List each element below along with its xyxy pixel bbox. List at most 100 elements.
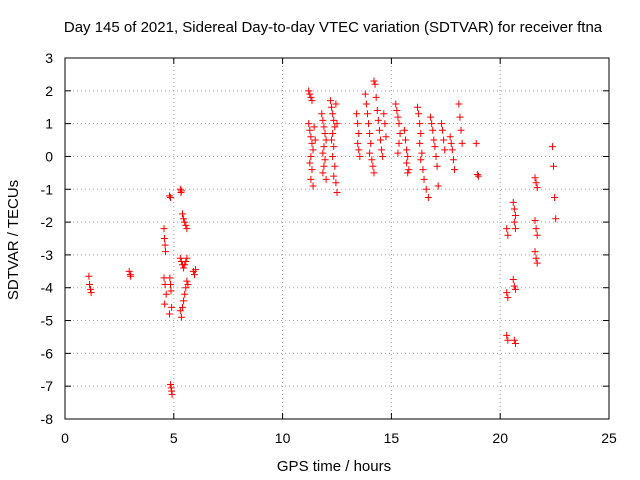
data-point: [375, 126, 383, 134]
data-point: [504, 336, 512, 344]
data-point: [355, 129, 363, 137]
data-point: [416, 120, 424, 128]
data-point: [372, 93, 380, 101]
data-point: [307, 133, 315, 141]
data-point: [331, 162, 339, 170]
data-point: [472, 139, 480, 147]
data-point: [427, 113, 435, 121]
data-point: [184, 280, 192, 288]
data-point: [328, 136, 336, 144]
data-point: [330, 143, 338, 151]
data-point: [160, 235, 168, 242]
data-point: [370, 169, 378, 177]
data-point: [403, 146, 411, 154]
data-point: [458, 139, 466, 147]
data-point: [307, 152, 315, 160]
data-point: [379, 152, 387, 160]
data-point: [400, 126, 408, 134]
data-point: [417, 129, 425, 137]
data-point: [417, 156, 425, 164]
y-tick-label: 3: [45, 50, 53, 66]
data-point: [531, 174, 539, 182]
data-point: [160, 274, 168, 282]
data-point: [308, 139, 316, 147]
data-point: [422, 185, 430, 193]
data-point: [509, 198, 517, 206]
data-point: [503, 289, 511, 297]
data-point: [183, 254, 191, 262]
data-point: [125, 267, 133, 275]
x-tick-label: 5: [170, 430, 178, 446]
data-point: [533, 259, 541, 267]
data-point: [355, 146, 363, 154]
data-point: [161, 300, 169, 308]
data-point: [319, 149, 327, 157]
data-point: [552, 215, 560, 223]
data-point: [319, 169, 327, 177]
data-point: [165, 192, 173, 200]
data-point: [511, 340, 519, 348]
data-point: [333, 189, 341, 197]
data-point: [177, 313, 185, 321]
data-point: [366, 149, 374, 157]
data-point: [365, 120, 373, 128]
data-point: [441, 146, 449, 154]
data-point: [306, 126, 314, 134]
x-tick-label: 0: [61, 430, 69, 446]
data-point: [333, 120, 341, 128]
data-point: [353, 110, 361, 118]
data-point: [455, 100, 463, 108]
data-point: [403, 159, 411, 167]
data-point: [167, 280, 175, 288]
y-tick-label: -5: [41, 313, 54, 329]
data-point: [366, 129, 374, 137]
data-point: [504, 294, 512, 302]
data-point: [86, 285, 94, 293]
y-tick-label: -7: [41, 378, 54, 394]
data-point: [419, 166, 427, 174]
data-point: [176, 254, 184, 262]
data-point: [321, 156, 329, 164]
data-point: [180, 215, 188, 223]
data-point: [181, 290, 189, 298]
y-tick-label: -8: [41, 411, 54, 427]
data-point: [414, 103, 422, 111]
data-point: [511, 225, 519, 233]
data-point: [404, 169, 412, 177]
data-point: [306, 90, 314, 98]
data-point: [457, 126, 465, 134]
data-point: [161, 241, 169, 249]
data-point: [532, 225, 540, 233]
y-tick-label: -6: [41, 345, 54, 361]
data-point: [183, 225, 191, 233]
data-point: [308, 97, 316, 105]
data-point: [392, 100, 400, 108]
data-point: [448, 146, 456, 154]
data-point: [182, 221, 190, 229]
y-axis-label: SDTVAR / TECUs: [5, 180, 22, 300]
data-point: [168, 303, 176, 311]
data-point: [354, 120, 362, 128]
data-point: [168, 390, 176, 398]
data-point: [326, 97, 334, 105]
y-tick-label: -4: [41, 280, 54, 296]
data-point: [308, 166, 316, 174]
data-point: [362, 100, 370, 108]
data-point: [504, 231, 512, 239]
data-point: [354, 139, 362, 147]
data-point: [370, 77, 378, 85]
y-tick-label: 0: [45, 148, 53, 164]
data-point: [415, 110, 423, 118]
data-point: [87, 289, 95, 297]
data-point: [434, 182, 442, 190]
data-point: [430, 136, 438, 144]
data-point: [181, 261, 189, 269]
data-point: [179, 210, 187, 218]
data-point: [305, 120, 313, 128]
data-point: [533, 184, 541, 192]
data-point: [510, 205, 518, 213]
data-point: [424, 193, 432, 201]
data-point: [439, 126, 447, 134]
data-point: [449, 156, 457, 164]
data-point: [394, 149, 402, 157]
